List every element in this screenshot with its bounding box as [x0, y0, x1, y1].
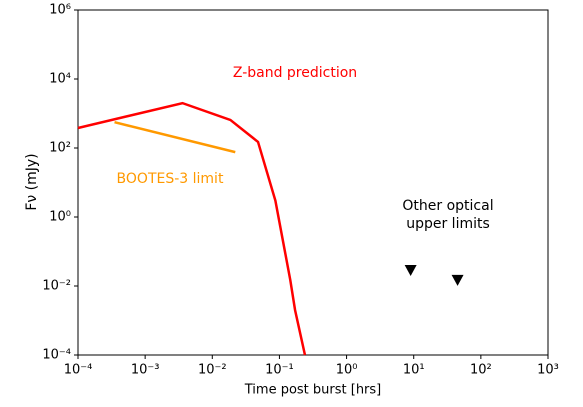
x-tick-label: 10⁻³: [131, 363, 160, 378]
series-line: [77, 101, 307, 356]
x-tick-label: 10³: [537, 363, 559, 378]
y-tick-label: 10⁰: [49, 210, 71, 225]
x-tick-label: 10⁻¹: [265, 363, 294, 378]
y-tick-label: 10⁻⁴: [42, 348, 71, 363]
series-annotation: Other optical upper limits: [402, 198, 494, 232]
series-line: [114, 120, 236, 154]
x-axis-label: Time post burst [hrs]: [244, 383, 382, 398]
x-tick-label: 10¹: [403, 363, 425, 378]
y-tick-label: 10²: [49, 141, 71, 156]
x-tick-label: 10⁻⁴: [64, 363, 93, 378]
x-tick-label: 10⁰: [336, 363, 358, 378]
y-tick-label: 10⁻²: [42, 279, 71, 294]
x-tick-label: 10⁻²: [198, 363, 227, 378]
y-axis-label: Fν (mJy): [24, 153, 40, 210]
plot-frame: [77, 9, 549, 356]
upper-limit-marker: [404, 265, 417, 277]
upper-limit-marker: [451, 274, 464, 286]
x-tick-label: 10²: [470, 363, 492, 378]
y-tick-label: 10⁶: [49, 3, 71, 18]
series-annotation: Z-band prediction: [232, 65, 358, 81]
y-tick-label: 10⁴: [49, 72, 71, 87]
series-annotation: BOOTES-3 limit: [116, 171, 224, 187]
